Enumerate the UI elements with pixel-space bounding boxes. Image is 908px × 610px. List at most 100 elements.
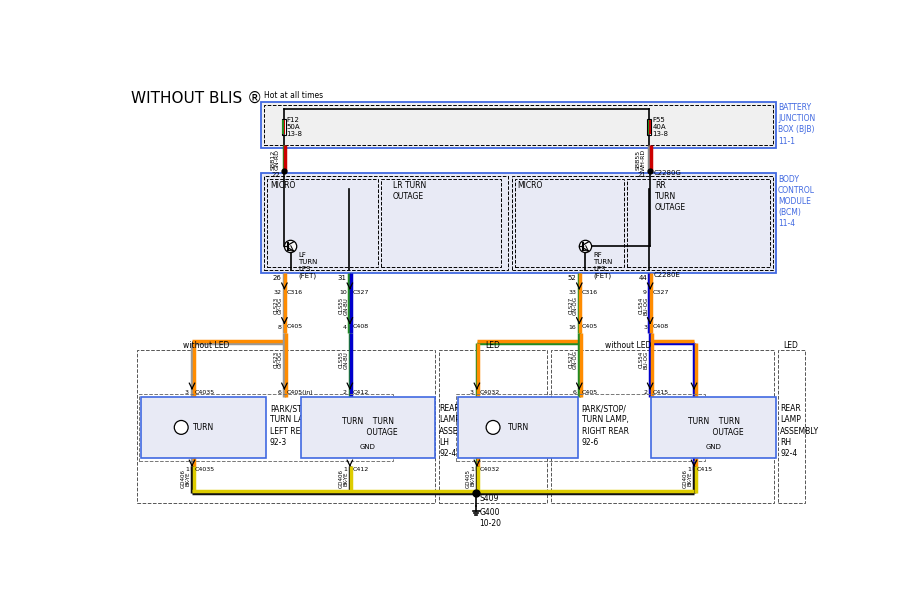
- Text: 21: 21: [637, 172, 646, 178]
- Text: C405: C405: [582, 325, 597, 329]
- Text: C4035: C4035: [194, 467, 214, 472]
- Text: CLS23: CLS23: [181, 423, 186, 440]
- Text: 9: 9: [643, 290, 647, 295]
- Text: CLS55: CLS55: [339, 351, 344, 368]
- Text: 6: 6: [278, 390, 281, 395]
- Bar: [143, 399, 263, 456]
- Text: BODY
CONTROL
MODULE
(BCM)
11-4: BODY CONTROL MODULE (BCM) 11-4: [778, 175, 815, 228]
- Text: F12
50A
13-8: F12 50A 13-8: [287, 117, 302, 137]
- Text: 10: 10: [339, 290, 347, 295]
- Text: 16: 16: [568, 325, 577, 330]
- Text: LF
TURN
LPS
(FET): LF TURN LPS (FET): [298, 252, 318, 279]
- Text: LR TURN
OUTAGE: LR TURN OUTAGE: [393, 181, 426, 201]
- Text: 4: 4: [343, 325, 347, 330]
- Text: C408: C408: [653, 325, 668, 329]
- Text: GND: GND: [706, 444, 721, 450]
- Text: CLS55: CLS55: [339, 297, 344, 314]
- Text: GN-OG: GN-OG: [470, 422, 476, 441]
- Text: CLS27: CLS27: [466, 423, 471, 440]
- Text: BK-YE: BK-YE: [185, 472, 191, 486]
- Text: GD405: GD405: [466, 470, 471, 489]
- Text: C2280G: C2280G: [653, 170, 681, 176]
- Text: GY-OG: GY-OG: [278, 351, 283, 368]
- Text: GD406: GD406: [683, 470, 688, 489]
- Text: C405: C405: [287, 325, 303, 329]
- Text: 52: 52: [568, 275, 577, 281]
- Text: 6: 6: [572, 390, 577, 395]
- Text: 1: 1: [343, 467, 347, 472]
- Text: GN-BU: GN-BU: [343, 422, 349, 440]
- Text: 22: 22: [271, 172, 281, 178]
- Bar: [380, 179, 501, 267]
- Text: C415: C415: [653, 390, 668, 395]
- Circle shape: [579, 240, 592, 253]
- Bar: [283, 120, 285, 134]
- Bar: [778, 350, 804, 503]
- Bar: [261, 173, 776, 273]
- Text: 1: 1: [470, 467, 474, 472]
- Text: PARK/STOP/
TURN LAMP,
RIGHT REAR
92-6: PARK/STOP/ TURN LAMP, RIGHT REAR 92-6: [582, 404, 628, 447]
- Text: MICRO: MICRO: [518, 181, 543, 190]
- Text: CLS27: CLS27: [568, 351, 573, 368]
- Bar: [511, 176, 774, 270]
- Text: SBB12: SBB12: [271, 149, 275, 170]
- Circle shape: [174, 420, 188, 434]
- Text: TURN: TURN: [192, 423, 214, 432]
- Bar: [551, 350, 775, 503]
- Bar: [515, 179, 624, 267]
- Bar: [653, 399, 775, 456]
- Text: TURN    TURN
            OUTAGE: TURN TURN OUTAGE: [684, 417, 744, 437]
- Text: GN-OG: GN-OG: [573, 296, 578, 315]
- Bar: [651, 396, 776, 458]
- Bar: [281, 120, 285, 135]
- Text: 33: 33: [568, 290, 577, 295]
- Bar: [263, 176, 508, 270]
- Text: 3: 3: [185, 390, 189, 395]
- Text: GD406: GD406: [339, 470, 344, 489]
- Text: C327: C327: [653, 290, 669, 295]
- Bar: [139, 394, 393, 461]
- Text: 44: 44: [638, 275, 647, 281]
- Circle shape: [284, 240, 297, 253]
- Text: 32: 32: [273, 290, 281, 295]
- Text: F55
40A
13-8: F55 40A 13-8: [653, 117, 668, 137]
- Text: GN-BU: GN-BU: [343, 297, 349, 315]
- Text: C412: C412: [352, 467, 369, 472]
- Text: 2: 2: [343, 390, 347, 395]
- Text: C2280E: C2280E: [653, 272, 680, 278]
- Bar: [460, 399, 576, 456]
- Text: BK-YE: BK-YE: [687, 472, 693, 486]
- Text: C405(in): C405(in): [287, 390, 313, 395]
- Text: C405: C405: [582, 390, 597, 395]
- Text: C408: C408: [352, 325, 369, 329]
- Text: BU-OG: BU-OG: [644, 351, 649, 369]
- Text: without LED: without LED: [183, 340, 230, 350]
- Text: 26: 26: [272, 275, 281, 281]
- Text: GN-BU: GN-BU: [343, 351, 349, 368]
- Text: CLS23: CLS23: [273, 297, 279, 314]
- Text: GY-OG: GY-OG: [278, 297, 283, 314]
- Text: RF
TURN
LPS
(FET): RF TURN LPS (FET): [593, 252, 613, 279]
- Text: CLS54: CLS54: [639, 297, 644, 314]
- Text: Hot at all times: Hot at all times: [264, 91, 323, 100]
- Bar: [264, 105, 773, 145]
- Text: C4032: C4032: [479, 390, 499, 395]
- Bar: [647, 120, 651, 135]
- Text: G400
10-20: G400 10-20: [479, 508, 501, 528]
- Text: SBB55: SBB55: [637, 149, 641, 170]
- Bar: [301, 396, 435, 458]
- Text: WITHOUT BLIS ®: WITHOUT BLIS ®: [131, 91, 262, 106]
- Text: TURN    TURN
            OUTAGE: TURN TURN OUTAGE: [338, 417, 398, 437]
- Bar: [649, 120, 651, 134]
- Bar: [456, 394, 705, 461]
- Text: 8: 8: [278, 325, 281, 330]
- Text: LED: LED: [784, 340, 798, 350]
- Bar: [647, 120, 649, 134]
- Bar: [439, 350, 547, 503]
- Text: 1: 1: [185, 467, 189, 472]
- Text: RR
TURN
OUTAGE: RR TURN OUTAGE: [655, 181, 686, 212]
- Text: REAR
LAMP
ASSEMBLY
LH
92-4: REAR LAMP ASSEMBLY LH 92-4: [439, 404, 479, 458]
- Text: C412: C412: [352, 390, 369, 395]
- Text: MICRO: MICRO: [270, 181, 295, 190]
- Text: BATTERY
JUNCTION
BOX (BJB)
11-1: BATTERY JUNCTION BOX (BJB) 11-1: [778, 103, 815, 146]
